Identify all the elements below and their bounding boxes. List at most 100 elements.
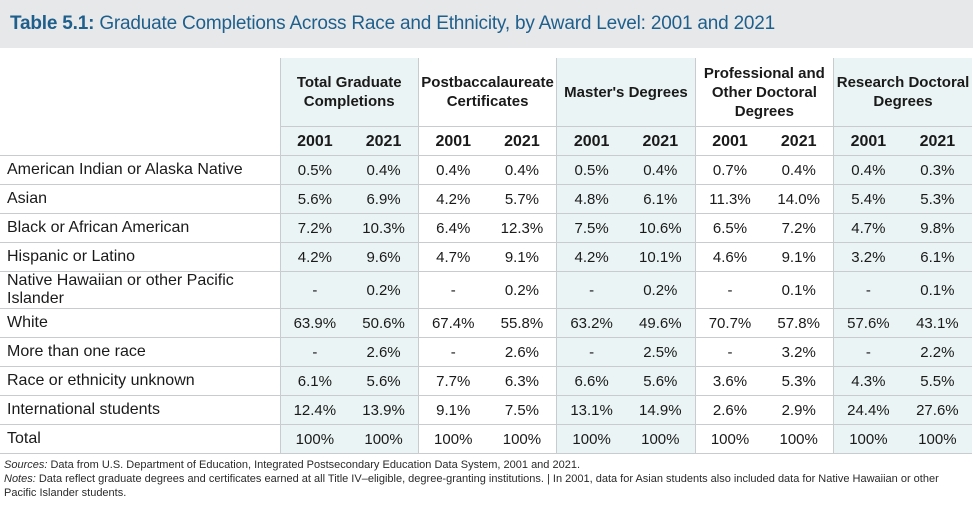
- table-cell: 43.1%: [902, 308, 972, 338]
- table-cell: 0.4%: [487, 155, 557, 185]
- table-cell: 100%: [764, 424, 834, 454]
- table-cell: 7.7%: [417, 366, 488, 396]
- table-cell: 0.4%: [417, 155, 488, 185]
- table-cell: 7.5%: [487, 395, 557, 425]
- table-row: American Indian or Alaska Native 0.5% 0.4%…: [0, 155, 972, 185]
- year-header: 2001: [279, 126, 350, 156]
- table-cell: 11.3%: [694, 184, 765, 214]
- table-cell: 4.7%: [417, 242, 488, 272]
- table-cell: 0.2%: [625, 271, 696, 309]
- table-cell: 49.6%: [625, 308, 696, 338]
- row-label: White: [0, 308, 281, 338]
- group-header: Professional and Other Doctoral Degrees: [694, 58, 834, 127]
- year-header: 2021: [349, 126, 419, 156]
- table-cell: 4.7%: [833, 213, 903, 243]
- row-label: Asian: [0, 184, 281, 214]
- table-cell: 6.5%: [694, 213, 765, 243]
- row-label: Hispanic or Latino: [0, 242, 281, 272]
- table-cell: 6.4%: [417, 213, 488, 243]
- table-cell: 10.6%: [625, 213, 696, 243]
- row-label: Race or ethnicity unknown: [0, 366, 281, 396]
- table-cell: -: [694, 337, 765, 367]
- year-header: 2021: [625, 126, 696, 156]
- table-row: More than one race -2.6% -2.6% -2.5% -3.2% -2…: [0, 337, 972, 367]
- table-cell: 6.1%: [279, 366, 350, 396]
- group-header: Postbaccalaureate Certificates: [417, 58, 557, 127]
- table-cell: 2.6%: [487, 337, 557, 367]
- table-cell: 5.3%: [902, 184, 972, 214]
- table-cell: 5.6%: [625, 366, 696, 396]
- table-cell: 0.4%: [625, 155, 696, 185]
- table-row: Race or ethnicity unknown 6.1% 5.6% 7.7% 6.3…: [0, 366, 972, 396]
- table-cell: 2.9%: [764, 395, 834, 425]
- table-cell: 14.0%: [764, 184, 834, 214]
- table-row: White 63.9% 50.6% 67.4% 55.8% 63.2% 49.6% 70.7%…: [0, 308, 972, 338]
- table-cell: 100%: [556, 424, 626, 454]
- table-cell: 100%: [902, 424, 972, 454]
- table-cell: 10.1%: [625, 242, 696, 272]
- table-cell: 0.7%: [694, 155, 765, 185]
- table-cell: 9.8%: [902, 213, 972, 243]
- table-row: Hispanic or Latino 4.2% 9.6% 4.7% 9.1% 4.2% 10…: [0, 242, 972, 272]
- table-cell: 12.3%: [487, 213, 557, 243]
- column-group-header-row: Total Graduate Completions Postbaccalaur…: [0, 58, 972, 127]
- table-cell: 2.6%: [694, 395, 765, 425]
- table-cell: 7.2%: [764, 213, 834, 243]
- table-cell: 57.6%: [833, 308, 903, 338]
- table-row: Asian 5.6% 6.9% 4.2% 5.7% 4.8% 6.1% 11.3% 14.0% 5…: [0, 184, 972, 214]
- table-cell: 100%: [487, 424, 557, 454]
- table-cell: -: [417, 271, 488, 309]
- row-label: American Indian or Alaska Native: [0, 155, 281, 185]
- group-header: Research Doctoral Degrees: [833, 58, 972, 127]
- table-cell: 4.8%: [556, 184, 626, 214]
- table-cell: 9.1%: [417, 395, 488, 425]
- table-cell: 63.9%: [279, 308, 350, 338]
- table-cell: -: [417, 337, 488, 367]
- row-label: Total: [0, 424, 281, 454]
- table-cell: 100%: [833, 424, 903, 454]
- footnotes: Sources: Data from U.S. Department of Ed…: [4, 458, 969, 500]
- table-cell: 12.4%: [279, 395, 350, 425]
- table-cell: 7.2%: [279, 213, 350, 243]
- table-cell: 5.5%: [902, 366, 972, 396]
- table-cell: 13.1%: [556, 395, 626, 425]
- table-cell: 14.9%: [625, 395, 696, 425]
- year-header-row: 2001 2021 2001 2021 2001 2021 2001 2021 …: [0, 126, 972, 156]
- table-cell: 4.3%: [833, 366, 903, 396]
- table-cell: -: [556, 271, 626, 309]
- year-header: 2001: [833, 126, 903, 156]
- table-cell: 6.3%: [487, 366, 557, 396]
- row-label: International students: [0, 395, 281, 425]
- table-cell: 100%: [625, 424, 696, 454]
- table-cell: 9.1%: [764, 242, 834, 272]
- table-cell: 2.6%: [349, 337, 419, 367]
- table-cell: 0.1%: [902, 271, 972, 309]
- row-label: More than one race: [0, 337, 281, 367]
- year-header: 2001: [694, 126, 765, 156]
- table-cell: 7.5%: [556, 213, 626, 243]
- year-header: 2021: [902, 126, 972, 156]
- table-cell: 57.8%: [764, 308, 834, 338]
- year-header: 2021: [487, 126, 557, 156]
- table-cell: -: [694, 271, 765, 309]
- table-cell: 6.1%: [902, 242, 972, 272]
- table-cell: -: [279, 271, 350, 309]
- table-cell: 0.3%: [902, 155, 972, 185]
- table-cell: 63.2%: [556, 308, 626, 338]
- group-header: Total Graduate Completions: [279, 58, 419, 127]
- table-cell: 5.3%: [764, 366, 834, 396]
- table-cell: -: [833, 271, 903, 309]
- table-cell: 4.6%: [694, 242, 765, 272]
- year-header: 2001: [417, 126, 488, 156]
- table-cell: 27.6%: [902, 395, 972, 425]
- table-cell: 0.4%: [764, 155, 834, 185]
- table-cell: 9.6%: [349, 242, 419, 272]
- year-header: 2001: [556, 126, 626, 156]
- table-cell: 55.8%: [487, 308, 557, 338]
- row-label: Native Hawaiian or other Pacific Islande…: [0, 271, 281, 309]
- corner-cell: [0, 126, 281, 156]
- table-cell: -: [556, 337, 626, 367]
- table-cell: 4.2%: [556, 242, 626, 272]
- table-cell: 70.7%: [694, 308, 765, 338]
- table-cell: 0.5%: [279, 155, 350, 185]
